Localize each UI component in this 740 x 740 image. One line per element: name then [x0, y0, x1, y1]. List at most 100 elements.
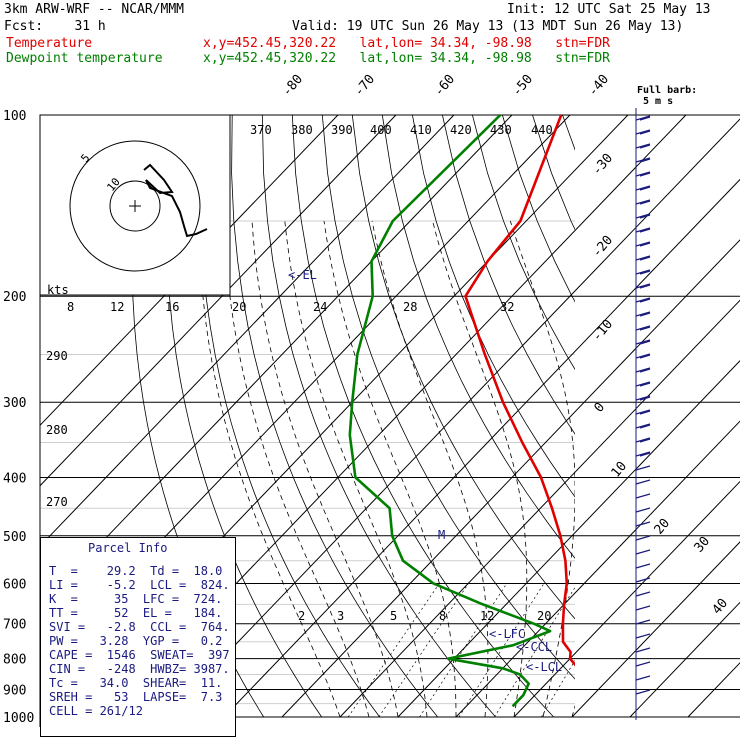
isotherm-line [629, 601, 740, 718]
wind-barb-flag [635, 619, 651, 625]
wind-barb [635, 367, 651, 373]
pressure-label: 1000 [3, 711, 34, 726]
wind-barb-flag [635, 241, 651, 247]
melting-level-marker: M [438, 528, 445, 542]
dry-adiabat-line [683, 115, 740, 717]
theta-label: 280 [46, 423, 68, 437]
barb-units: 5 m s [643, 96, 674, 107]
wind-barb-flag [635, 311, 651, 317]
parcel-info-title: Parcel Info [88, 541, 168, 555]
wind-barb-flag [639, 298, 651, 303]
moist-adiabat-line [223, 220, 370, 718]
wind-barb [635, 381, 651, 387]
wind-barb-flag [635, 409, 651, 415]
isotherm-label: -10 [590, 317, 617, 345]
parcel-row: K = 35 LFC = 724. [49, 592, 223, 606]
dry-adiabat-line [261, 115, 497, 718]
wind-barb [635, 633, 651, 639]
moist-adiabat-line [630, 221, 740, 717]
hodograph-speed-label: 28 [403, 300, 417, 314]
wind-barbs [635, 108, 651, 720]
pressure-label: 500 [3, 530, 26, 545]
isotherm-label: -80 [280, 72, 307, 100]
hodograph-speed-label: 16 [165, 300, 179, 314]
parcel-row: SREH = 53 LAPSE= 7.3 [49, 690, 223, 704]
location-temperature: x,y=452.45,320.22 lat,lon= 34.34, -98.98… [203, 36, 610, 51]
location-dewpoint: x,y=452.45,320.22 lat,lon= 34.34, -98.98… [203, 51, 610, 66]
pressure-label: 700 [3, 618, 26, 633]
dry-adiabat-line [623, 115, 740, 717]
wind-barb [635, 325, 651, 331]
wind-barb-flag [639, 270, 651, 275]
legend-dewpoint: Dewpoint temperature [6, 51, 163, 66]
wind-barb-flag [639, 284, 651, 289]
wind-barb-flag [635, 157, 651, 163]
legend-temperature: Temperature [6, 36, 93, 51]
isotherm-label: -30 [590, 151, 617, 179]
moist-adiabat-line [251, 220, 399, 718]
wind-barb [635, 647, 651, 653]
wind-barb [635, 675, 651, 681]
wind-barb-flag [639, 368, 651, 373]
isotherm-line [223, 178, 740, 718]
wind-barb-flag [639, 410, 651, 415]
wind-barb [635, 479, 651, 485]
wind-barb-flag [635, 143, 651, 149]
lfc-marker: <-LFC [489, 627, 525, 641]
hodograph-speed-label: 12 [110, 300, 124, 314]
hodograph-speed-label: 32 [500, 300, 514, 314]
wind-barb [635, 577, 651, 583]
mixing-ratio-line [378, 583, 469, 718]
theta-label: 440 [531, 123, 553, 137]
dry-adiabat-line [412, 115, 575, 498]
parcel-row: T = 29.2 Td = 18.0 [49, 564, 223, 578]
theta-label: 410 [410, 123, 432, 137]
el-marker: <-EL [288, 268, 317, 282]
theta-label: 400 [370, 123, 392, 137]
wind-barb [635, 409, 651, 415]
wind-barb-flag [635, 395, 651, 401]
dewpoint-profile [348, 115, 552, 708]
pressure-label: 200 [3, 290, 26, 305]
mixing-ratio-label: 12 [480, 609, 494, 623]
wind-barb-flag [635, 437, 651, 443]
wind-barb-flag [639, 326, 651, 331]
mixing-ratio-label: 20 [537, 609, 551, 623]
isotherm-line [40, 114, 339, 427]
mixing-ratio-label: 3 [337, 609, 344, 623]
wind-barb-flag [635, 563, 651, 569]
wind-barb [635, 227, 651, 233]
theta-label: 380 [291, 123, 313, 137]
wind-barb-flag [635, 507, 651, 513]
wind-barb-flag [635, 605, 651, 611]
wind-barb [635, 661, 651, 667]
wind-barb [635, 689, 651, 695]
wind-barb [635, 129, 651, 135]
wind-barb-flag [639, 116, 651, 121]
wind-barb-flag [639, 130, 651, 135]
init-time: Init: 12 UTC Sat 25 May 13 [507, 2, 711, 17]
wind-barb-flag [635, 465, 651, 471]
wind-barb [635, 353, 651, 359]
parcel-row: CIN = -248 HWBZ= 3987. [49, 662, 230, 676]
parcel-row: TT = 52 EL = 184. [49, 606, 223, 620]
isotherm-line [281, 239, 740, 718]
wind-barb-flag [639, 438, 651, 443]
wind-barb-flag [635, 199, 651, 205]
dry-adiabat-line [381, 115, 575, 559]
mixing-ratio-line [458, 583, 545, 718]
wind-barb-flag [635, 381, 651, 387]
wind-barb-flag [635, 325, 651, 331]
dry-adiabat-line [321, 115, 575, 680]
parcel-row: SVI = -2.8 CCL = 764. [49, 620, 230, 634]
model-title: 3km ARW-WRF -- NCAR/MMM [4, 2, 185, 17]
mixing-ratio-line [494, 586, 575, 718]
wind-barb [635, 591, 651, 597]
wind-barb-flag [635, 227, 651, 233]
hodograph-trace [143, 163, 208, 238]
dry-adiabat-line [562, 115, 575, 151]
wind-barb [635, 213, 651, 219]
wind-barb [635, 423, 651, 429]
wind-barb-flag [635, 535, 651, 541]
mixing-ratio-label: 8 [439, 609, 446, 623]
